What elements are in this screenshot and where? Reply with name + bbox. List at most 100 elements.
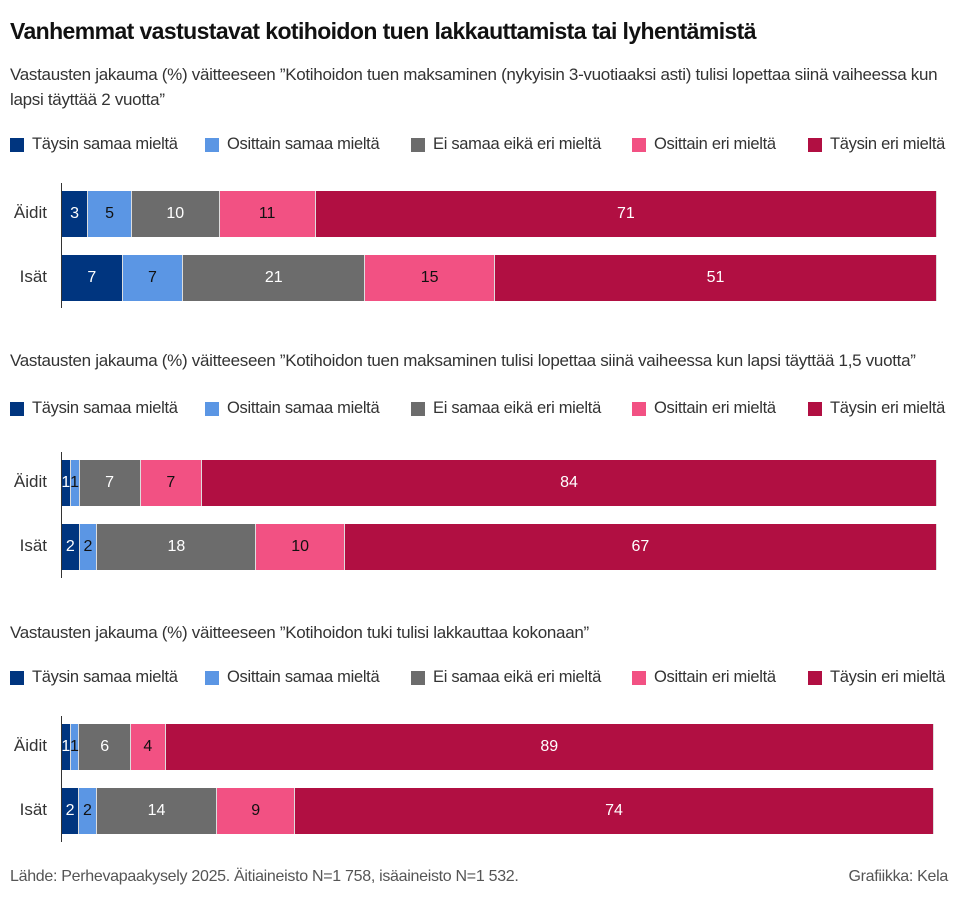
legend-swatch: [808, 401, 822, 416]
bar-segment: 11: [219, 191, 316, 237]
legend-item: Osittain eri mieltä: [632, 135, 776, 154]
legend-label: Ei samaa eikä eri mieltä: [433, 668, 601, 686]
y-axis-line: [61, 183, 62, 308]
legend-label: Osittain eri mieltä: [654, 668, 776, 686]
data-label: 2: [82, 802, 92, 819]
bar-segment: 7: [122, 255, 184, 301]
legend-item: Osittain samaa mieltä: [205, 399, 380, 418]
bar-segment: 1: [70, 460, 80, 506]
legend: Täysin samaa mieltä Osittain samaa mieltä…: [0, 135, 960, 155]
legend-item: Täysin samaa mieltä: [10, 399, 178, 418]
legend-label: Täysin samaa mieltä: [32, 399, 178, 417]
legend-swatch: [205, 670, 219, 685]
data-label: 4: [143, 738, 153, 755]
stacked-bar: 1 1 6 4 89: [61, 724, 934, 770]
legend-label: Ei samaa eikä eri mieltä: [433, 135, 601, 153]
data-label: 71: [616, 205, 635, 222]
data-label: 11: [258, 205, 276, 222]
legend-item: Täysin samaa mieltä: [10, 135, 178, 154]
bar-segment: 1: [61, 724, 71, 770]
data-label: 10: [291, 538, 309, 555]
data-label: 10: [166, 205, 185, 222]
bar-segment: 10: [132, 191, 220, 237]
legend-label: Täysin samaa mieltä: [32, 135, 178, 153]
stacked-bar: 3 5 10 11 71: [62, 191, 937, 237]
legend-item: Ei samaa eikä eri mieltä: [411, 135, 601, 154]
bar-segment: 4: [131, 724, 166, 770]
legend-item: Osittain samaa mieltä: [205, 135, 380, 154]
stacked-bar: 2 2 14 9 74: [62, 788, 934, 834]
bar-segment: 9: [217, 788, 296, 834]
category-label: Isät: [19, 536, 47, 555]
bar-segment: 2: [62, 788, 80, 834]
page-title: Vanhemmat vastustavat kotihoidon tuen la…: [10, 18, 757, 44]
legend-item: Osittain eri mieltä: [632, 668, 776, 687]
data-label: 2: [65, 538, 75, 555]
credit-note: Grafiikka: Kela: [848, 868, 948, 885]
chart-subtitle: Vastausten jakauma (%) väitteeseen ”Koti…: [10, 623, 589, 642]
legend-swatch: [632, 670, 646, 685]
data-label: 3: [70, 205, 80, 222]
data-label: 21: [264, 269, 283, 286]
legend-item: Osittain eri mieltä: [632, 399, 776, 418]
legend-swatch: [411, 401, 425, 416]
legend-swatch: [10, 137, 24, 152]
chart-subtitle: Vastausten jakauma (%) väitteeseen ”Koti…: [10, 351, 916, 370]
legend-label: Osittain samaa mieltä: [227, 668, 380, 686]
bar-segment: 14: [96, 788, 218, 834]
stacked-bar: 7 7 21 15 51: [62, 255, 937, 301]
category-label: Isät: [19, 800, 47, 819]
data-label: 2: [83, 538, 93, 555]
legend-swatch: [10, 670, 24, 685]
data-label: 67: [631, 538, 650, 555]
legend-label: Täysin eri mieltä: [830, 399, 946, 417]
legend-swatch: [632, 401, 646, 416]
legend-swatch: [205, 137, 219, 152]
data-label: 51: [706, 269, 725, 286]
legend-swatch: [808, 137, 822, 152]
stacked-bar: 2 2 18 10 67: [62, 524, 937, 570]
bar-segment: 15: [365, 255, 496, 301]
data-label: 1: [61, 474, 71, 491]
bar-segment: 21: [183, 255, 366, 301]
legend: Täysin samaa mieltä Osittain samaa mieltä…: [0, 668, 960, 688]
data-label: 84: [560, 474, 578, 491]
data-label: 7: [148, 269, 157, 286]
data-label: 89: [540, 738, 559, 755]
bar-segment: 1: [69, 724, 80, 770]
bar-segment: 71: [315, 191, 937, 237]
category-label: Äidit: [13, 203, 47, 222]
legend-item: Täysin eri mieltä: [808, 135, 945, 154]
category-label: Äidit: [13, 736, 47, 755]
bar-segment: 2: [79, 788, 97, 834]
legend-swatch: [10, 401, 24, 416]
legend-swatch: [632, 137, 646, 152]
legend-swatch: [205, 401, 219, 416]
bar-segment: 1: [61, 460, 71, 506]
legend-item: Osittain samaa mieltä: [205, 668, 380, 687]
legend-item: Ei samaa eikä eri mieltä: [411, 668, 601, 687]
stacked-bar: 1 1 7 7 84: [61, 460, 937, 506]
category-label: Äidit: [13, 472, 47, 491]
legend-label: Osittain eri mieltä: [654, 135, 776, 153]
legend-swatch: [411, 137, 425, 152]
bar-segment: 51: [495, 255, 937, 301]
bar-segment: 6: [79, 724, 132, 770]
bar-segment: 5: [88, 191, 132, 237]
legend-label: Osittain eri mieltä: [654, 399, 776, 417]
data-label: 1: [69, 738, 79, 755]
data-label: 15: [420, 269, 439, 286]
legend-item: Täysin eri mieltä: [808, 668, 945, 687]
legend-swatch: [411, 670, 425, 685]
bar-segment: 89: [165, 724, 934, 770]
bar-segment: 2: [62, 524, 80, 570]
bar-segment: 2: [79, 524, 98, 570]
legend-swatch: [808, 670, 822, 685]
bar-segment: 18: [97, 524, 257, 570]
chart-subtitle: Vastausten jakauma (%) väitteeseen ”Koti…: [10, 65, 938, 109]
bar-segment: 7: [140, 460, 202, 506]
legend-item: Ei samaa eikä eri mieltä: [411, 399, 601, 418]
source-note: Lähde: Perhevapaakysely 2025. Äitiaineis…: [10, 868, 519, 885]
legend-label: Osittain samaa mieltä: [227, 399, 380, 417]
